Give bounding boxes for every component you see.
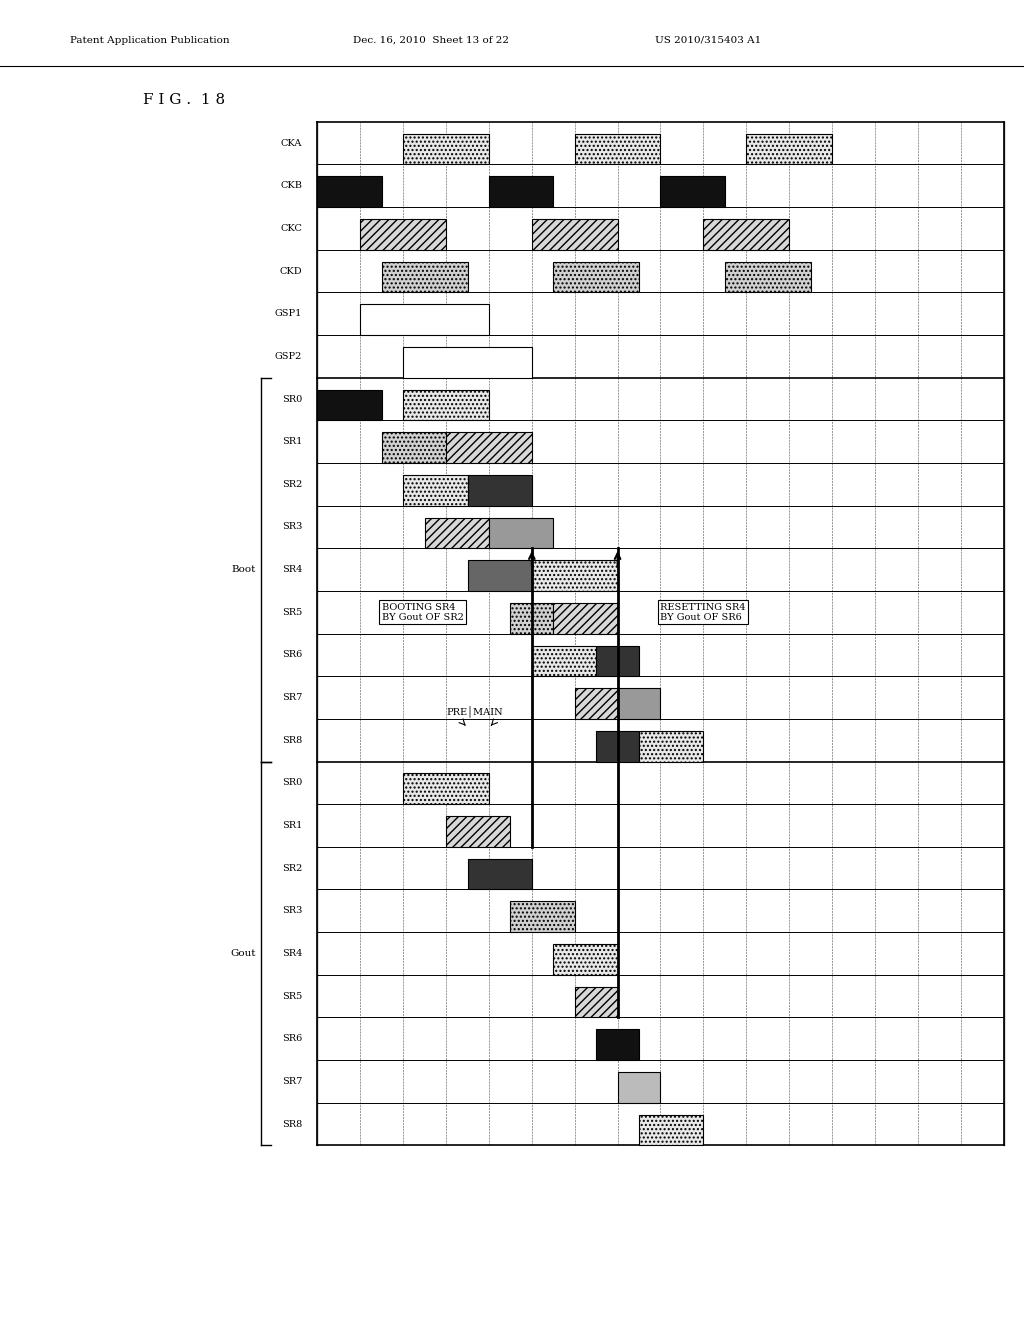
Bar [446, 816, 510, 847]
Text: SR5: SR5 [282, 607, 302, 616]
Bar [446, 433, 531, 463]
Text: BOOTING SR4
BY Gout OF SR2: BOOTING SR4 BY Gout OF SR2 [382, 602, 464, 622]
Bar [703, 219, 790, 249]
Text: CKD: CKD [280, 267, 302, 276]
Bar [531, 219, 617, 249]
Bar [531, 560, 617, 591]
Bar [317, 177, 382, 207]
Text: SR7: SR7 [282, 1077, 302, 1086]
Text: SR0: SR0 [282, 779, 302, 787]
Bar [596, 731, 639, 762]
Bar [596, 645, 639, 676]
Text: SR6: SR6 [282, 651, 302, 660]
Bar [425, 517, 489, 548]
Bar [403, 475, 468, 506]
Text: GSP1: GSP1 [274, 309, 302, 318]
Bar [531, 645, 596, 676]
Text: SR1: SR1 [282, 437, 302, 446]
Bar [403, 774, 489, 804]
Bar [468, 859, 531, 890]
Bar [468, 560, 531, 591]
Bar [468, 475, 531, 506]
Bar [617, 688, 660, 719]
Text: SR7: SR7 [282, 693, 302, 702]
Bar [382, 433, 446, 463]
Text: CKC: CKC [281, 224, 302, 232]
Text: F I G .  1 8: F I G . 1 8 [143, 92, 225, 107]
Text: SR8: SR8 [282, 735, 302, 744]
Text: GSP2: GSP2 [274, 352, 302, 360]
Bar [574, 987, 617, 1018]
Text: Boot: Boot [231, 565, 256, 574]
Bar [403, 133, 489, 165]
Text: Gout: Gout [230, 949, 256, 958]
Text: SR2: SR2 [282, 863, 302, 873]
Bar [403, 389, 489, 420]
Text: SR3: SR3 [282, 523, 302, 532]
Bar [574, 133, 660, 165]
Bar [617, 1072, 660, 1102]
Text: SR6: SR6 [282, 1035, 302, 1043]
Bar [553, 261, 639, 293]
Bar [360, 305, 489, 335]
Text: SR1: SR1 [282, 821, 302, 830]
Bar [725, 261, 811, 293]
Bar [489, 177, 553, 207]
Text: Patent Application Publication: Patent Application Publication [70, 36, 229, 45]
Bar [596, 1030, 639, 1060]
Bar [317, 389, 382, 420]
Bar [639, 731, 703, 762]
Bar [510, 603, 553, 634]
Text: SR5: SR5 [282, 991, 302, 1001]
Text: SR4: SR4 [282, 565, 302, 574]
Bar [746, 133, 831, 165]
Text: SR4: SR4 [282, 949, 302, 958]
Text: CKB: CKB [281, 181, 302, 190]
Text: CKA: CKA [281, 139, 302, 148]
Text: US 2010/315403 A1: US 2010/315403 A1 [655, 36, 762, 45]
Bar [639, 1114, 703, 1146]
Bar [489, 517, 553, 548]
Bar [360, 219, 446, 249]
Bar [660, 177, 725, 207]
Text: SR3: SR3 [282, 907, 302, 915]
Text: SR8: SR8 [282, 1119, 302, 1129]
Bar [510, 902, 574, 932]
Bar [382, 261, 468, 293]
Text: PRE│MAIN: PRE│MAIN [446, 705, 503, 717]
Bar [403, 347, 531, 378]
Text: Dec. 16, 2010  Sheet 13 of 22: Dec. 16, 2010 Sheet 13 of 22 [353, 36, 509, 45]
Bar [574, 688, 617, 719]
Text: RESETTING SR4
BY Gout OF SR6: RESETTING SR4 BY Gout OF SR6 [660, 602, 745, 622]
Text: SR0: SR0 [282, 395, 302, 404]
Bar [553, 944, 617, 974]
Text: SR2: SR2 [282, 480, 302, 488]
Bar [553, 603, 617, 634]
